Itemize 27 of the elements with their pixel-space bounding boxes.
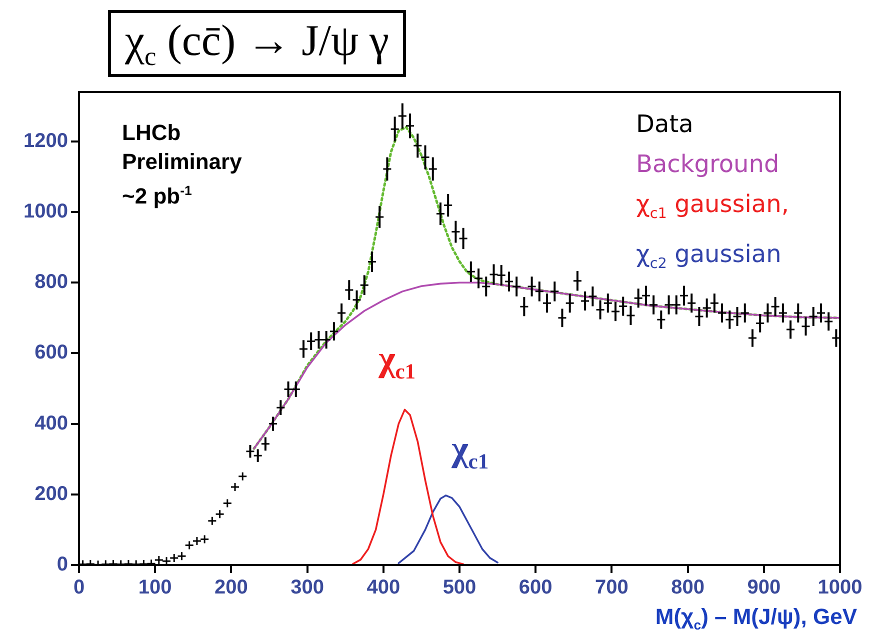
x-tick-label: 1000 — [818, 576, 862, 599]
text: Background — [636, 149, 780, 180]
x-tick-label: 300 — [290, 576, 324, 599]
chart-title: χ$_{c}$ (cc̄) → J/ψ γ — [108, 10, 406, 77]
annotation: LHCb Preliminary ~2 pb$^{-1}$ — [122, 119, 242, 210]
x-tick-label: 100 — [138, 576, 172, 599]
annotation: χ$_{c1}$ — [378, 338, 416, 385]
x-tick-label: 0 — [73, 576, 85, 599]
x-tick-label: 600 — [518, 576, 552, 599]
y-tick-label: 1200 — [24, 130, 68, 152]
y-tick-label: 400 — [34, 412, 68, 434]
x-tick-label: 700 — [595, 576, 628, 599]
y-tick-label: 600 — [34, 342, 68, 364]
text: Data — [636, 109, 694, 140]
x-tick-label: 400 — [366, 576, 400, 599]
y-tick-label: 0 — [56, 554, 68, 576]
x-tick-label: 200 — [214, 576, 248, 599]
text: χ$_{c2}$ gaussian — [636, 238, 782, 274]
x-tick-label: 900 — [747, 576, 781, 599]
annotation: χ$_{c1}$ — [452, 427, 489, 474]
text: χ$_{c1}$ gaussian, — [636, 189, 789, 224]
x-tick-label: 800 — [671, 576, 704, 599]
y-tick-label: 800 — [34, 271, 68, 294]
y-tick-label: 1000 — [24, 200, 68, 223]
x-axis-title: M(χ$_{c}$) – M(J/ψ), GeV — [655, 604, 857, 632]
y-tick-label: 200 — [34, 482, 68, 505]
x-tick-label: 500 — [442, 576, 476, 599]
